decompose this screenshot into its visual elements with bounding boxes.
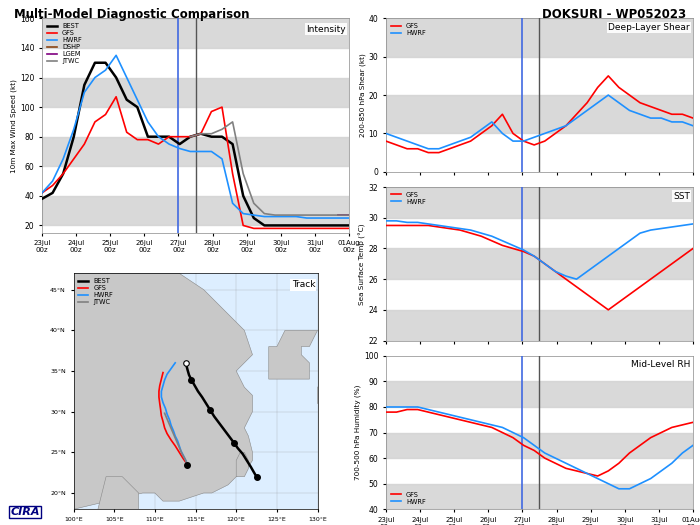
Text: Mid-Level RH: Mid-Level RH	[631, 361, 690, 370]
Bar	[386, 484, 693, 509]
Text: Deep-Layer Shear: Deep-Layer Shear	[608, 23, 690, 32]
Bar	[42, 18, 349, 48]
Polygon shape	[269, 330, 318, 379]
Legend: GFS, HWRF: GFS, HWRF	[389, 22, 427, 37]
Bar	[386, 248, 693, 279]
Text: DOKSURI - WP052023: DOKSURI - WP052023	[542, 8, 686, 21]
Polygon shape	[318, 322, 407, 404]
Legend: BEST, GFS, HWRF, DSHP, LGEM, JTWC: BEST, GFS, HWRF, DSHP, LGEM, JTWC	[46, 22, 83, 66]
Bar	[42, 196, 349, 225]
Y-axis label: Sea Surface Temp (°C): Sea Surface Temp (°C)	[358, 223, 366, 304]
Text: Multi-Model Diagnostic Comparison: Multi-Model Diagnostic Comparison	[14, 8, 249, 21]
Polygon shape	[74, 477, 139, 525]
Bar	[386, 382, 693, 407]
Y-axis label: 200-850 hPa Shear (kt): 200-850 hPa Shear (kt)	[359, 53, 366, 137]
Bar	[386, 310, 693, 341]
Bar	[386, 95, 693, 133]
Text: Intensity: Intensity	[307, 25, 346, 34]
Legend: GFS, HWRF: GFS, HWRF	[389, 490, 427, 506]
Text: SST: SST	[673, 192, 690, 201]
Bar	[42, 78, 349, 107]
Y-axis label: 10m Max Wind Speed (kt): 10m Max Wind Speed (kt)	[10, 79, 17, 173]
Y-axis label: 700-500 hPa Humidity (%): 700-500 hPa Humidity (%)	[354, 385, 361, 480]
Legend: GFS, HWRF: GFS, HWRF	[389, 191, 427, 206]
Bar	[386, 433, 693, 458]
Bar	[386, 187, 693, 218]
Polygon shape	[74, 274, 253, 509]
Polygon shape	[236, 453, 248, 477]
Text: Track: Track	[292, 280, 315, 289]
Bar	[386, 18, 693, 57]
Text: CIRA: CIRA	[10, 507, 40, 517]
Bar	[42, 136, 349, 166]
Legend: BEST, GFS, HWRF, JTWC: BEST, GFS, HWRF, JTWC	[77, 277, 115, 307]
